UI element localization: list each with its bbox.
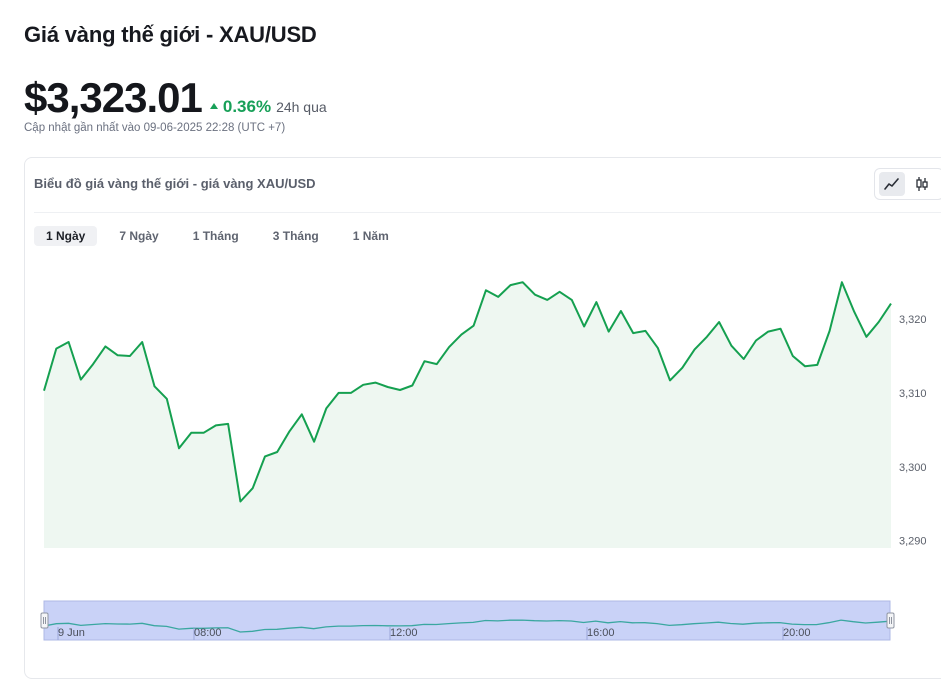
tab-1-year[interactable]: 1 Năm xyxy=(352,229,389,243)
navigator-left-handle[interactable] xyxy=(40,612,49,629)
y-tick-label: 3,290 xyxy=(899,536,927,548)
y-tick-label: 3,320 xyxy=(899,314,927,326)
last-updated: Cập nhật gần nhất vào 09-06-2025 22:28 (… xyxy=(24,122,286,134)
navigator-right-handle[interactable] xyxy=(886,612,895,629)
navigator[interactable]: 9 Jun 08:00 12:00 16:00 20:00 xyxy=(40,600,895,641)
candlestick-icon xyxy=(916,177,928,191)
price-chart[interactable]: 3,290 3,300 3,310 3,320 9 Jun 08:00 12:00 16:0… xyxy=(0,0,941,653)
current-price: $3,323.01 xyxy=(24,74,203,121)
chart-type-toggle xyxy=(874,168,941,200)
line-chart-icon xyxy=(884,178,899,190)
y-tick-label: 3,300 xyxy=(899,462,927,474)
change-period: 24h qua xyxy=(276,99,327,115)
navigator-x-label: 08:00 xyxy=(194,627,222,639)
navigator-x-label: 20:00 xyxy=(783,627,811,639)
card-divider xyxy=(34,212,941,213)
navigator-x-label: 16:00 xyxy=(587,627,615,639)
change-percent: 0.36% xyxy=(222,97,272,116)
navigator-x-label: 9 Jun xyxy=(58,627,85,639)
navigator-x-label: 12:00 xyxy=(390,627,418,639)
tab-7-days[interactable]: 7 Ngày xyxy=(119,229,159,243)
navigator-window[interactable] xyxy=(43,600,891,641)
y-tick-label: 3,310 xyxy=(899,388,927,400)
tab-1-month[interactable]: 1 Tháng xyxy=(192,229,239,243)
range-tabs: 1 Ngày 7 Ngày 1 Tháng 3 Tháng 1 Năm xyxy=(34,226,411,246)
tab-3-months[interactable]: 3 Tháng xyxy=(272,229,319,243)
price-row: $3,323.01 0.36% 24h qua xyxy=(24,74,327,122)
navigator-line xyxy=(43,619,891,633)
arrow-up-icon xyxy=(209,103,218,109)
candlestick-button[interactable] xyxy=(909,172,935,196)
price-change: 0.36% 24h qua xyxy=(209,97,327,117)
line-chart-button[interactable] xyxy=(879,172,905,196)
page-title: Giá vàng thế giới - XAU/USD xyxy=(24,22,317,47)
chart-card-title: Biểu đồ giá vàng thế giới - giá vàng XAU… xyxy=(34,176,316,191)
tab-1-day[interactable]: 1 Ngày xyxy=(34,226,98,246)
price-line xyxy=(43,281,892,503)
